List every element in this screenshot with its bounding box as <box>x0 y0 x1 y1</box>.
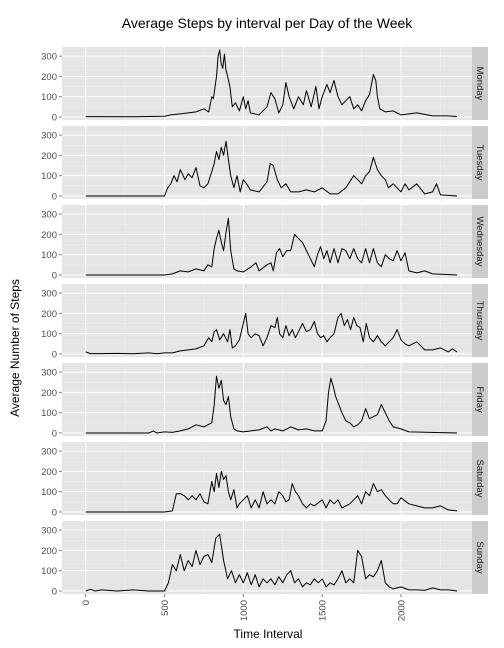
facet-label-saturday: Saturday <box>474 459 485 497</box>
y-tick-label: 100 <box>41 329 57 340</box>
facet-strip <box>472 521 488 594</box>
panel-friday: 0 100 200 300 Friday <box>41 363 488 439</box>
facet-strip <box>472 284 488 357</box>
y-tick-label: 100 <box>41 566 57 577</box>
y-tick-label: 0 <box>52 191 57 202</box>
panel-monday: 0 100 200 300 Monday <box>41 47 488 123</box>
y-tick-label: 100 <box>41 92 57 103</box>
panel-tuesday: 0 100 200 300 Tuesday <box>41 126 488 202</box>
facet-strip <box>472 47 488 120</box>
y-tick-label: 100 <box>41 250 57 261</box>
series-line-thursday <box>85 312 458 355</box>
facet-strip <box>472 205 488 278</box>
y-tick-label: 300 <box>41 289 57 300</box>
series-line-saturday <box>85 470 458 513</box>
x-tick-label: 2000 <box>397 600 408 621</box>
y-tick-label: 0 <box>52 270 57 281</box>
series-line-tuesday <box>85 140 458 197</box>
panel-background <box>62 205 472 278</box>
series-line-sunday <box>85 533 458 592</box>
y-tick-label: 0 <box>52 349 57 360</box>
x-tick-label: 1500 <box>318 600 329 621</box>
y-axis-title: Average Number of Steps <box>8 279 22 417</box>
y-tick-label: 200 <box>41 546 57 557</box>
y-tick-label: 300 <box>41 368 57 379</box>
panel-background <box>62 284 472 357</box>
x-axis: 0 500 1000 1500 2000 <box>81 594 408 621</box>
panel-thursday: 0 100 200 300 Thursday <box>41 284 488 360</box>
y-tick-label: 200 <box>41 72 57 83</box>
facet-label-monday: Monday <box>474 67 485 101</box>
y-tick-label: 0 <box>52 586 57 597</box>
y-tick-label: 100 <box>41 171 57 182</box>
chart-title: Average Steps by interval per Day of the… <box>122 15 414 31</box>
panel-sunday: 0 100 200 300 Sunday <box>41 521 488 597</box>
facet-label-thursday: Thursday <box>474 301 485 341</box>
panels-group: 0 100 200 300 Monday 0 100 200 300 Tuesday 0 100 200… <box>41 47 488 597</box>
panel-wednesday: 0 100 200 300 Wednesday <box>41 205 488 281</box>
facet-label-wednesday: Wednesday <box>474 217 485 267</box>
y-tick-label: 200 <box>41 230 57 241</box>
x-axis-title: Time Interval <box>234 627 303 641</box>
panel-background <box>62 363 472 436</box>
y-tick-label: 0 <box>52 507 57 518</box>
facet-strip <box>472 363 488 436</box>
facet-label-sunday: Sunday <box>474 541 485 573</box>
y-tick-label: 200 <box>41 151 57 162</box>
y-tick-label: 300 <box>41 526 57 537</box>
x-tick-label: 0 <box>81 600 92 605</box>
series-line-monday <box>85 49 458 118</box>
panel-background <box>62 521 472 594</box>
y-tick-label: 300 <box>41 52 57 63</box>
y-tick-label: 0 <box>52 112 57 123</box>
y-tick-label: 200 <box>41 388 57 399</box>
facet-strip <box>472 442 488 515</box>
facet-label-friday: Friday <box>474 386 485 413</box>
y-tick-label: 300 <box>41 447 57 458</box>
series-line-friday <box>85 375 458 434</box>
y-tick-label: 300 <box>41 210 57 221</box>
y-tick-label: 100 <box>41 408 57 419</box>
x-tick-label: 1000 <box>239 600 250 621</box>
y-tick-label: 300 <box>41 131 57 142</box>
series-line-wednesday <box>85 217 458 276</box>
facet-label-tuesday: Tuesday <box>474 144 485 180</box>
x-tick-label: 500 <box>160 600 171 616</box>
y-tick-label: 100 <box>41 487 57 498</box>
y-tick-label: 0 <box>52 428 57 439</box>
facet-strip <box>472 126 488 199</box>
panel-saturday: 0 100 200 300 Saturday <box>41 442 488 518</box>
panel-background <box>62 47 472 120</box>
y-tick-label: 200 <box>41 467 57 478</box>
y-tick-label: 200 <box>41 309 57 320</box>
